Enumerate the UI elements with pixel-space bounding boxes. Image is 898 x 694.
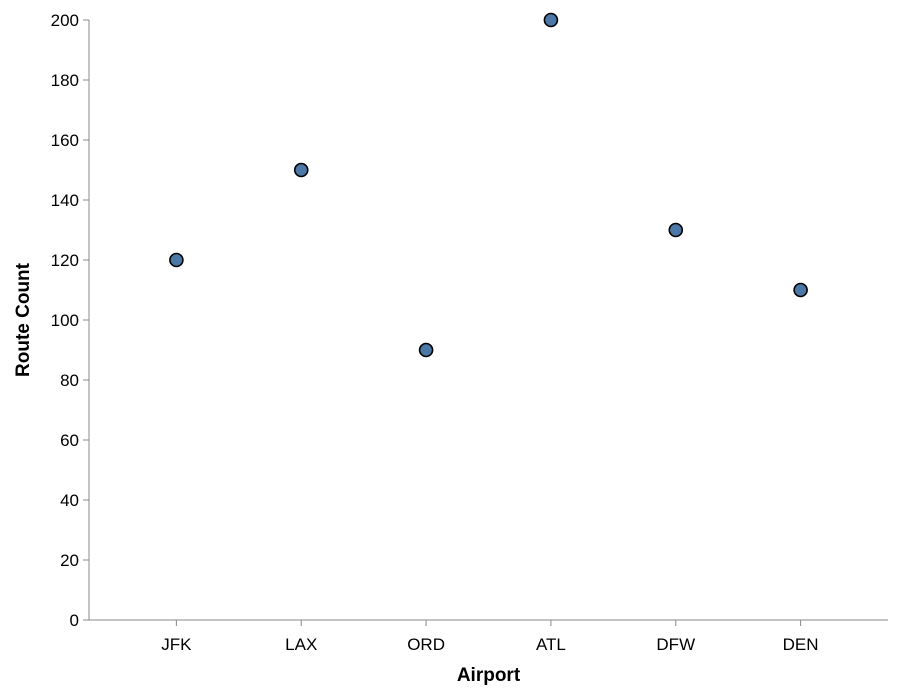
y-axis-title: Route Count	[13, 262, 34, 377]
y-tick-label: 100	[51, 311, 79, 330]
x-tick-label: DEN	[783, 635, 819, 654]
data-point-lax	[293, 162, 309, 178]
y-tick-label: 160	[51, 131, 79, 150]
x-tick-label: LAX	[285, 635, 317, 654]
x-axis-title: Airport	[457, 665, 521, 686]
x-tick-label: ATL	[536, 635, 566, 654]
y-axis: 0 20 40 60 80 100 120 140 160 180 200	[51, 11, 90, 630]
data-point-atl	[543, 12, 559, 28]
y-tick-label: 60	[60, 431, 79, 450]
x-tick-label: ORD	[407, 635, 445, 654]
y-tick-label: 40	[60, 491, 79, 510]
y-tick-label: 120	[51, 251, 79, 270]
data-points	[169, 12, 808, 358]
data-point-den	[793, 282, 808, 298]
x-tick-label: JFK	[161, 635, 192, 654]
data-point-ord	[418, 342, 434, 358]
y-tick-label: 80	[60, 371, 79, 390]
y-tick-label: 180	[51, 71, 79, 90]
y-tick-label: 140	[51, 191, 79, 210]
x-axis: JFK LAX ORD ATL DFW DEN	[89, 619, 888, 654]
x-tick-label: DFW	[656, 635, 695, 654]
y-tick-label: 20	[60, 551, 79, 570]
y-tick-label: 0	[70, 611, 79, 630]
data-point-dfw	[668, 222, 684, 238]
data-point-jfk	[169, 252, 184, 268]
y-tick-label: 200	[51, 11, 79, 30]
